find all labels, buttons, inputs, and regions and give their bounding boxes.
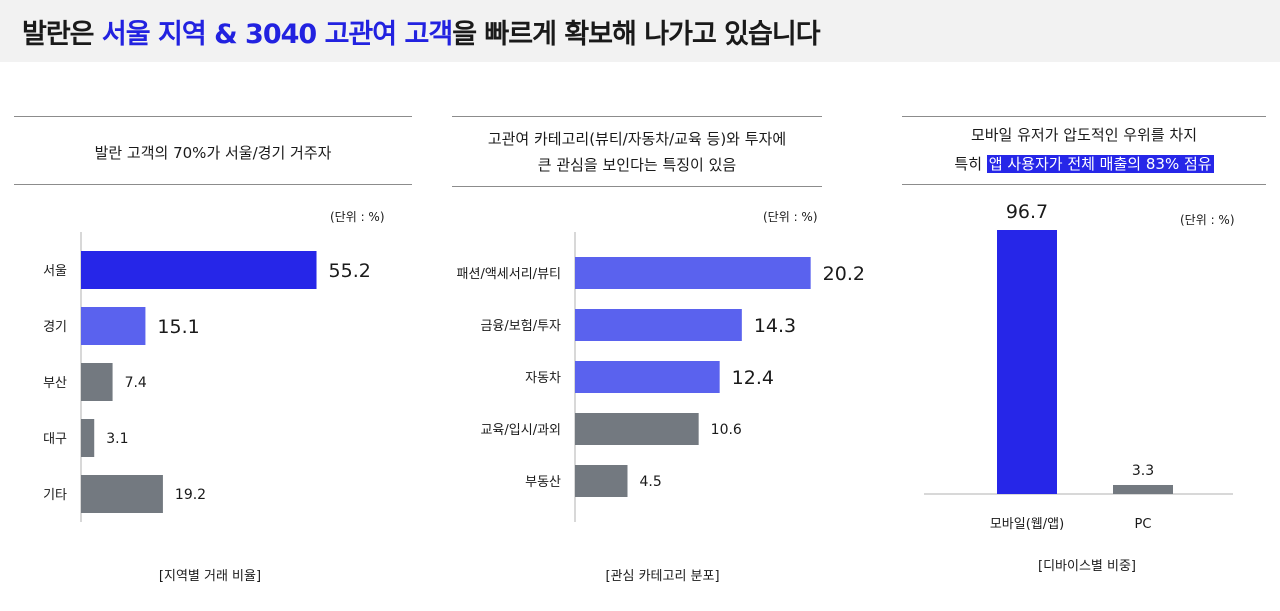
chart-category-value-label: 12.4 [732, 367, 774, 389]
region-unit-label: (단위 : %) [330, 210, 385, 224]
title-prefix: 발란은 [22, 19, 102, 50]
category-title-rule-top [452, 116, 822, 117]
category-title-rule-bottom [452, 186, 822, 187]
chart-category-value-label: 14.3 [754, 315, 796, 337]
chart-region-category-label: 대구 [43, 432, 67, 447]
device-title-highlight: 앱 사용자가 전체 매출의 83% 점유 [986, 155, 1214, 173]
chart-category-value-label: 20.2 [823, 263, 865, 285]
device-panel-title-line2: 특히 앱 사용자가 전체 매출의 83% 점유 [902, 151, 1266, 177]
category-unit-label: (단위 : %) [763, 210, 818, 224]
chart-region-category-label: 기타 [43, 488, 67, 503]
chart-region-value-label: 3.1 [106, 431, 128, 447]
page-title: 발란은 서울 지역 & 3040 고관여 고객을 빠르게 확보해 나가고 있습니… [22, 12, 821, 51]
device-unit-label: (단위 : %) [1180, 213, 1235, 227]
title-suffix: 을 빠르게 확보해 나가고 있습니다 [452, 19, 820, 50]
device-value-label: 96.7 [1006, 201, 1048, 223]
chart-region-value-label: 19.2 [175, 487, 206, 503]
device-value-label: 3.3 [1132, 463, 1154, 479]
device-category-label: PC [1135, 517, 1152, 532]
device-title-line2-prefix: 특히 [954, 155, 987, 173]
category-chart-caption: [관심 카테고리 분포] [605, 569, 720, 584]
chart-region-bar [81, 419, 95, 457]
chart-region-bar [81, 251, 317, 289]
chart-region-value-label: 55.2 [329, 260, 371, 282]
chart-category-category-label: 부동산 [525, 475, 561, 490]
device-title-rule-top [902, 116, 1266, 117]
device-bar [997, 230, 1057, 494]
chart-category-category-label: 금융/보험/투자 [480, 319, 561, 334]
chart-category-bar [575, 257, 811, 289]
device-bar [1113, 484, 1173, 494]
region-panel-title: 발란 고객의 70%가 서울/경기 거주자 [94, 144, 332, 162]
chart-category-bar [575, 413, 699, 445]
region-chart-caption: [지역별 거래 비율] [158, 569, 262, 584]
chart-region-bar [81, 475, 163, 513]
category-panel-title-line1: 고관여 카테고리(뷰티/자동차/교육 등)와 투자에 [487, 130, 787, 148]
chart-category-value-label: 4.5 [640, 474, 662, 490]
chart-region-category-label: 경기 [43, 320, 67, 335]
chart-category-value-label: 10.6 [711, 422, 742, 438]
region-title-rule-top [14, 116, 412, 117]
chart-region-category-label: 부산 [43, 376, 67, 391]
title-highlight: 서울 지역 & 3040 고관여 고객 [101, 19, 453, 50]
chart-category-bar [575, 361, 720, 393]
region-title-rule-bottom [14, 184, 412, 185]
device-panel-title-line1: 모바일 유저가 압도적인 우위를 차지 [970, 126, 1198, 144]
chart-category-bar [575, 309, 742, 341]
device-chart-caption: [디바이스별 비중] [1038, 559, 1136, 574]
chart-category-category-label: 자동차 [525, 371, 561, 386]
page-header: 발란은 서울 지역 & 3040 고관여 고객을 빠르게 확보해 나가고 있습니… [0, 0, 1280, 62]
chart-category-category-label: 교육/입시/과외 [480, 423, 561, 438]
chart-region-bar [81, 307, 146, 345]
category-panel-title-line2: 큰 관심을 보인다는 특징이 있음 [537, 156, 737, 174]
device-title-rule-bottom [902, 184, 1266, 185]
chart-category-bar [575, 465, 628, 497]
chart-region-bar [81, 363, 113, 401]
chart-region-value-label: 15.1 [157, 316, 199, 338]
chart-region-category-label: 서울 [43, 264, 67, 279]
chart-region-value-label: 7.4 [125, 375, 147, 391]
device-category-label: 모바일(웹/앱) [990, 517, 1064, 532]
chart-category-category-label: 패션/액세서리/뷰티 [457, 267, 561, 282]
